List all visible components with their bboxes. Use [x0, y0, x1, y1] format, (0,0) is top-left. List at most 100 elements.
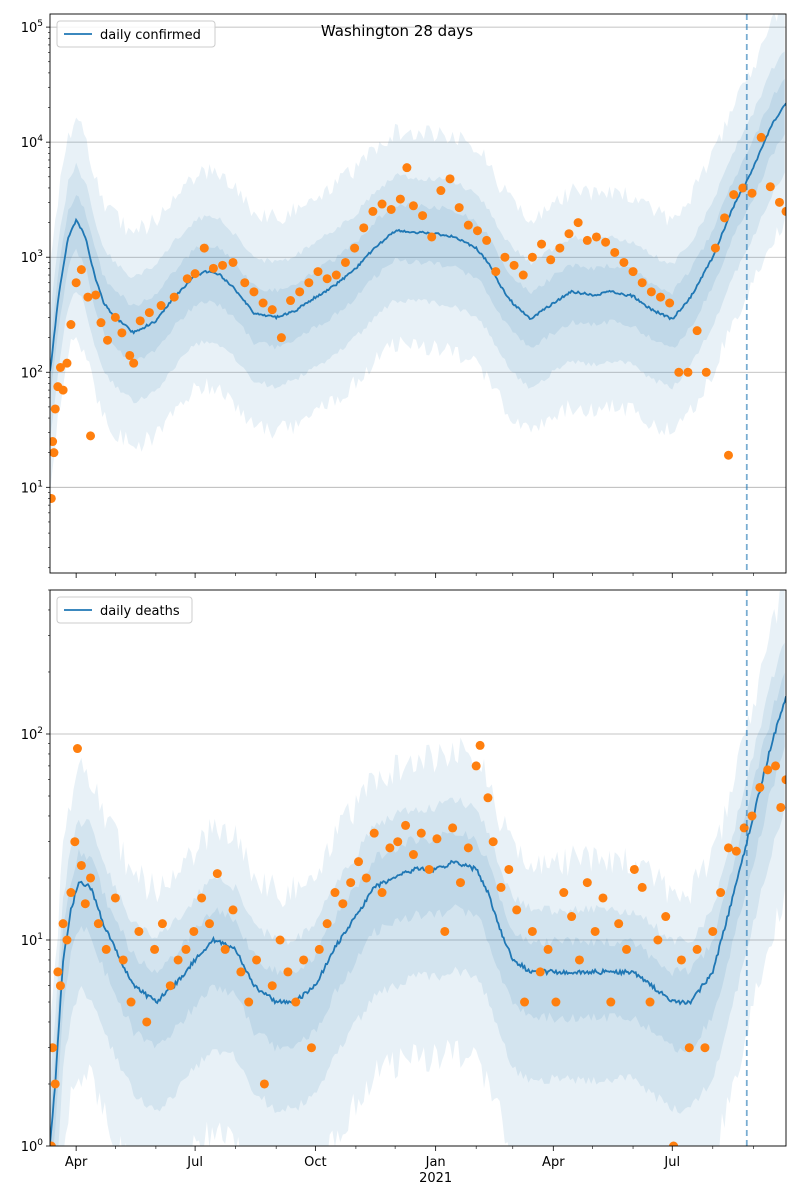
observed-point — [208, 263, 218, 273]
observed-point — [110, 312, 120, 322]
observed-point — [50, 437, 58, 447]
uncertainty-band — [50, 14, 785, 495]
legend-box — [56, 596, 193, 624]
observed-point — [692, 326, 702, 336]
axes-frame — [49, 13, 787, 574]
observed-point — [776, 802, 786, 812]
observed-point — [774, 197, 784, 207]
observed-point — [504, 864, 514, 874]
observed-point — [118, 955, 128, 965]
observed-point — [684, 1043, 694, 1053]
confirmed-legend: daily confirmed — [56, 20, 216, 48]
observed-point — [189, 926, 199, 936]
observed-point — [781, 206, 786, 216]
observed-point — [244, 997, 254, 1007]
observed-point — [555, 243, 565, 253]
observed-point — [500, 252, 510, 262]
observed-point — [723, 843, 733, 853]
observed-point — [258, 298, 268, 308]
confirmed-axes-frame — [49, 13, 787, 574]
observed-point — [573, 218, 583, 228]
observed-point — [701, 367, 711, 377]
observed-point — [482, 235, 492, 245]
observed-point — [546, 255, 556, 265]
observed-point — [729, 190, 739, 200]
uncertainty-band — [50, 78, 785, 404]
observed-point — [512, 905, 522, 915]
observed-point — [656, 292, 666, 302]
observed-point — [408, 201, 418, 211]
confirmed-gridlines — [50, 26, 786, 488]
observed-point — [50, 1141, 56, 1146]
confirmed-x-axis — [75, 573, 754, 578]
observed-point — [361, 873, 371, 883]
observed-point — [83, 292, 93, 302]
observed-point — [527, 926, 537, 936]
observed-point — [518, 270, 528, 280]
observed-point — [322, 274, 332, 284]
observed-point — [614, 919, 624, 929]
observed-point — [747, 811, 757, 821]
observed-point — [386, 204, 396, 214]
observed-point — [646, 287, 656, 297]
observed-point — [622, 944, 632, 954]
observed-point — [314, 944, 324, 954]
observed-point — [197, 893, 207, 903]
observed-point — [454, 203, 464, 213]
observed-point — [368, 206, 378, 216]
observed-point — [72, 744, 82, 754]
observed-point — [463, 843, 473, 853]
observed-point — [135, 316, 145, 326]
observed-point — [322, 919, 332, 929]
observed-point — [62, 358, 72, 368]
observed-point — [436, 186, 446, 196]
observed-point — [629, 864, 639, 874]
observed-point — [295, 287, 305, 297]
observed-point — [259, 1079, 269, 1089]
observed-point — [377, 888, 387, 898]
observed-point — [299, 955, 309, 965]
observed-point — [150, 944, 160, 954]
observed-point — [66, 888, 76, 898]
observed-point — [134, 926, 144, 936]
observed-point — [463, 220, 473, 230]
observed-point — [169, 292, 179, 302]
observed-point — [86, 873, 96, 883]
x-tick-sublabel: 2021 — [419, 1171, 452, 1186]
observed-point — [574, 955, 584, 965]
observed-point — [62, 935, 72, 945]
observed-point — [93, 919, 103, 929]
observed-point — [369, 828, 379, 838]
observed-point — [350, 243, 360, 253]
observed-point — [80, 899, 90, 909]
observed-point — [165, 981, 175, 991]
observed-point — [267, 981, 277, 991]
observed-point — [781, 775, 786, 785]
observed-point — [747, 188, 757, 198]
confirmed-uncertainty-bands — [50, 14, 785, 495]
observed-point — [66, 320, 76, 330]
observed-point — [393, 837, 403, 847]
observed-point — [564, 229, 574, 239]
observed-point — [340, 257, 350, 267]
observed-point — [716, 888, 726, 898]
legend-label: daily deaths — [100, 604, 180, 619]
observed-point — [275, 935, 285, 945]
observed-point — [395, 194, 405, 204]
x-tick-label: Apr — [65, 1155, 88, 1170]
observed-point — [91, 290, 101, 300]
observed-point — [55, 981, 65, 991]
legend-label: daily confirmed — [100, 28, 201, 43]
observed-point — [676, 955, 686, 965]
observed-point — [76, 265, 86, 275]
observed-point — [567, 912, 577, 922]
x-tick-label: Jan — [425, 1155, 446, 1170]
observed-point — [125, 350, 135, 360]
observed-point — [55, 363, 65, 373]
observed-point — [346, 878, 356, 888]
observed-point — [527, 252, 537, 262]
x-tick-label: Jul — [663, 1155, 680, 1170]
observed-point — [228, 257, 238, 267]
observed-point — [402, 163, 412, 173]
observed-point — [720, 213, 730, 223]
